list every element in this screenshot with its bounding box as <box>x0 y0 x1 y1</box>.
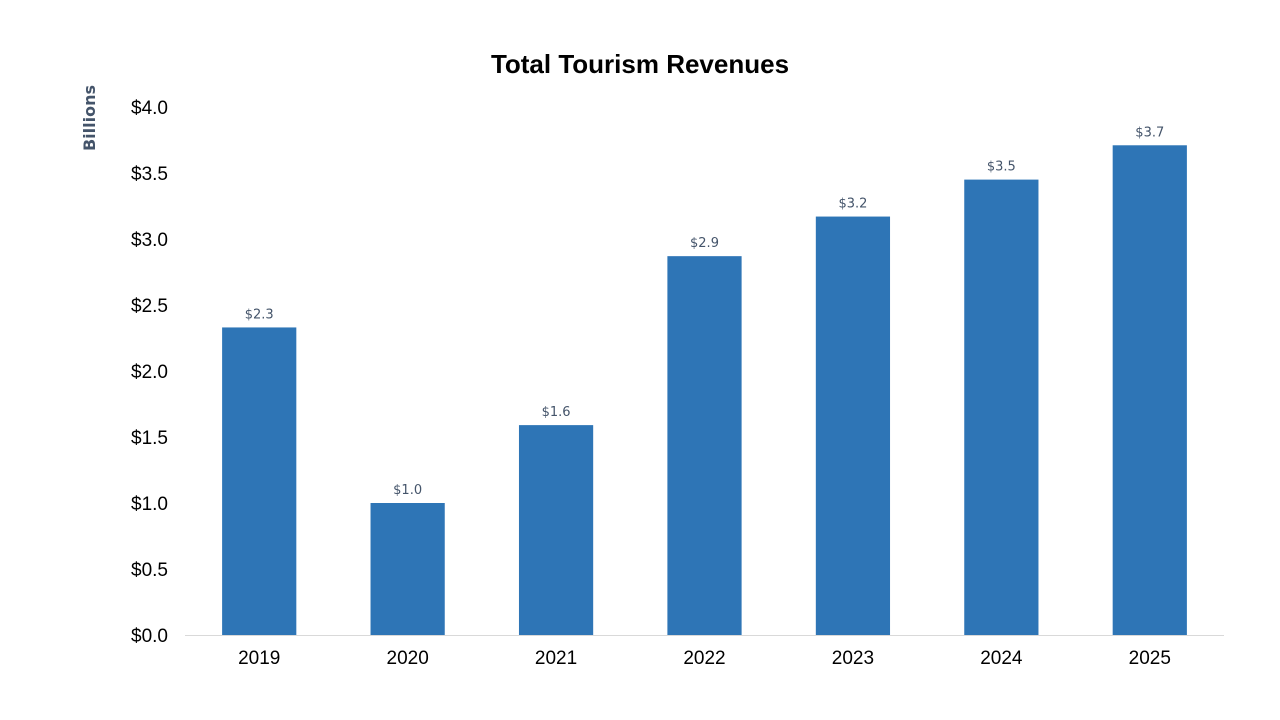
data-label: $2.3 <box>245 307 274 322</box>
x-tick-label: 2022 <box>683 648 725 669</box>
y-tick-label: $1.0 <box>131 494 168 515</box>
y-tick-label: $4.0 <box>131 98 168 119</box>
y-tick-label: $1.5 <box>131 428 168 449</box>
bar-2024 <box>964 179 1039 635</box>
y-tick-label: $0.5 <box>131 560 168 581</box>
data-label: $1.6 <box>542 405 571 420</box>
bar-2021 <box>518 425 594 635</box>
data-label: $3.7 <box>1135 125 1164 140</box>
chart-title: Total Tourism Revenues <box>491 49 789 79</box>
bar-2023 <box>815 216 891 635</box>
y-tick-label: $2.5 <box>131 296 168 317</box>
x-tick-label: 2019 <box>238 648 280 669</box>
x-tick-label: 2023 <box>832 648 874 669</box>
y-axis-label: Billions <box>80 85 99 151</box>
x-tick-label: 2020 <box>387 648 429 669</box>
y-tick-label: $2.0 <box>131 362 168 383</box>
bar-2020 <box>370 503 445 635</box>
data-label: $3.2 <box>838 197 867 212</box>
y-tick-label: $3.5 <box>131 164 168 185</box>
bar-2025 <box>1112 145 1187 635</box>
data-label: $2.9 <box>690 236 719 251</box>
x-tick-label: 2021 <box>535 648 577 669</box>
x-tick-label: 2024 <box>980 648 1023 669</box>
y-tick-label: $0.0 <box>131 626 168 647</box>
x-tick-label: 2025 <box>1129 648 1171 669</box>
data-label: $3.5 <box>987 160 1016 175</box>
y-tick-label: $3.0 <box>131 230 168 251</box>
bar-2022 <box>667 256 742 635</box>
bar-2019 <box>222 327 297 635</box>
data-label: $1.0 <box>393 483 422 498</box>
